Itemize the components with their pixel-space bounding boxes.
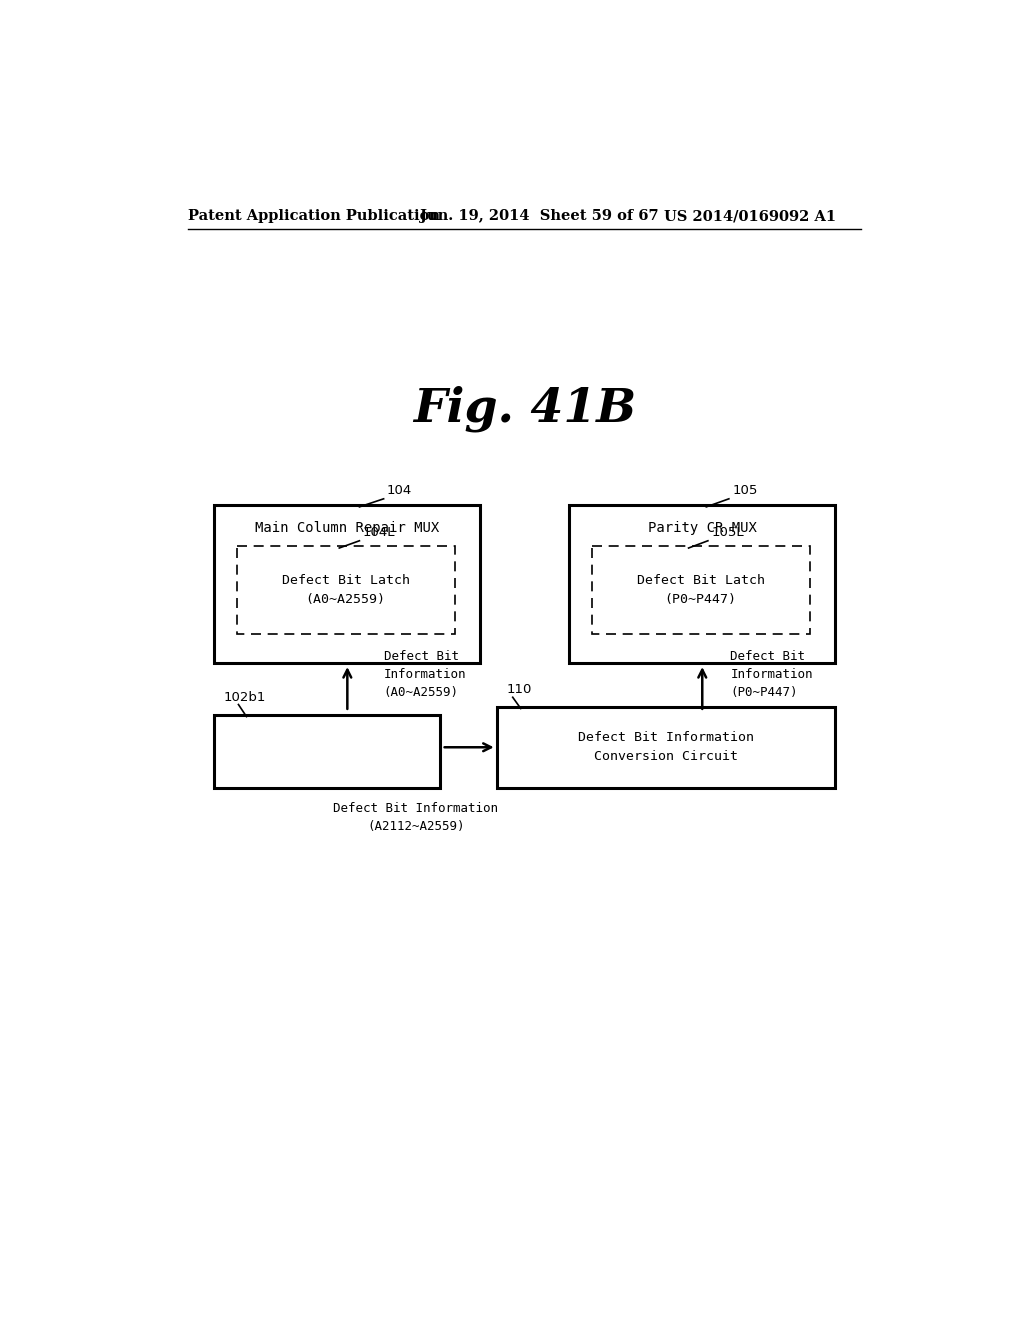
Text: 110: 110 [506,682,531,696]
Bar [569,506,836,663]
Text: Defect Bit Latch
(P0~P447): Defect Bit Latch (P0~P447) [637,574,765,606]
Text: Main Column Repair MUX: Main Column Repair MUX [255,521,439,535]
Text: US 2014/0169092 A1: US 2014/0169092 A1 [665,210,837,223]
Bar [592,545,810,635]
Text: Parity CR MUX: Parity CR MUX [648,521,757,535]
Text: Defect Bit Information
Conversion Circuit: Defect Bit Information Conversion Circui… [578,731,754,763]
Bar [214,715,440,788]
Bar [497,708,836,788]
Bar [214,506,480,663]
Text: Defect Bit Information
(A2112~A2559): Defect Bit Information (A2112~A2559) [334,803,499,833]
Text: 104L: 104L [362,527,395,539]
Text: Defect Bit
Information
(A0~A2559): Defect Bit Information (A0~A2559) [384,651,466,700]
Text: 105: 105 [732,484,758,498]
Text: Defect Bit
Information
(P0~P447): Defect Bit Information (P0~P447) [730,651,813,700]
Text: Defect Bit Latch
(A0~A2559): Defect Bit Latch (A0~A2559) [282,574,410,606]
Text: Patent Application Publication: Patent Application Publication [188,210,440,223]
Bar [237,545,455,635]
Text: 104: 104 [387,484,412,498]
Text: Fig. 41B: Fig. 41B [414,385,636,432]
Text: 105L: 105L [711,527,743,539]
Text: Jun. 19, 2014  Sheet 59 of 67: Jun. 19, 2014 Sheet 59 of 67 [420,210,658,223]
Text: 102b1: 102b1 [224,690,266,704]
